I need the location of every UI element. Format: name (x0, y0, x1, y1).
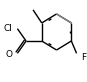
Text: F: F (81, 53, 86, 62)
Text: Cl: Cl (29, 0, 37, 2)
Text: Cl: Cl (3, 24, 12, 33)
Text: O: O (5, 50, 12, 59)
